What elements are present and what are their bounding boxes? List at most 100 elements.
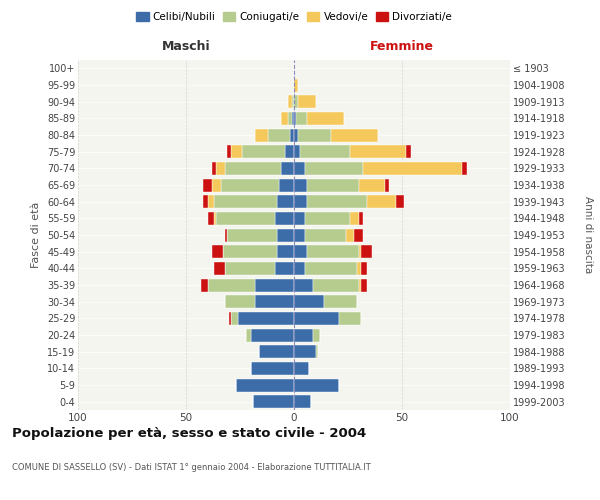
Bar — [225, 228, 227, 241]
Bar — [307, 178, 359, 192]
Bar — [232, 145, 242, 158]
Bar — [307, 245, 359, 258]
Bar — [350, 145, 406, 158]
Bar — [294, 328, 313, 342]
Bar — [255, 295, 294, 308]
Bar — [281, 162, 294, 175]
Bar — [238, 312, 294, 325]
Bar — [232, 312, 238, 325]
Bar — [367, 195, 395, 208]
Bar — [268, 128, 290, 141]
Bar — [201, 278, 208, 291]
Bar — [313, 278, 359, 291]
Legend: Celibi/Nubili, Coniugati/e, Vedovi/e, Divorziati/e: Celibi/Nubili, Coniugati/e, Vedovi/e, Di… — [132, 8, 456, 26]
Bar — [292, 112, 294, 125]
Bar — [225, 162, 281, 175]
Bar — [253, 395, 294, 408]
Bar — [225, 262, 275, 275]
Bar — [212, 245, 223, 258]
Bar — [208, 212, 214, 225]
Bar — [313, 328, 320, 342]
Text: Anni di nascita: Anni di nascita — [583, 196, 593, 274]
Bar — [385, 178, 389, 192]
Bar — [406, 145, 410, 158]
Bar — [259, 345, 294, 358]
Bar — [277, 245, 294, 258]
Text: Femmine: Femmine — [370, 40, 434, 54]
Bar — [346, 228, 355, 241]
Bar — [229, 312, 232, 325]
Bar — [359, 245, 361, 258]
Bar — [214, 262, 225, 275]
Text: COMUNE DI SASSELLO (SV) - Dati ISTAT 1° gennaio 2004 - Elaborazione TUTTITALIA.I: COMUNE DI SASSELLO (SV) - Dati ISTAT 1° … — [12, 463, 371, 472]
Bar — [395, 195, 404, 208]
Bar — [294, 378, 340, 392]
Bar — [212, 162, 216, 175]
Bar — [275, 212, 294, 225]
Bar — [251, 362, 294, 375]
Bar — [236, 378, 294, 392]
Bar — [294, 195, 307, 208]
Bar — [294, 312, 340, 325]
Bar — [287, 112, 292, 125]
Bar — [305, 228, 346, 241]
Bar — [307, 112, 344, 125]
Text: Popolazione per età, sesso e stato civile - 2004: Popolazione per età, sesso e stato civil… — [12, 428, 366, 440]
Bar — [298, 95, 316, 108]
Bar — [216, 212, 275, 225]
Bar — [287, 95, 292, 108]
Bar — [324, 295, 356, 308]
Bar — [214, 212, 216, 225]
Bar — [296, 112, 307, 125]
Bar — [294, 362, 309, 375]
Bar — [359, 212, 363, 225]
Bar — [298, 128, 331, 141]
Bar — [255, 278, 294, 291]
Bar — [301, 145, 350, 158]
Bar — [294, 245, 307, 258]
Bar — [275, 262, 294, 275]
Bar — [294, 162, 305, 175]
Y-axis label: Fasce di età: Fasce di età — [31, 202, 41, 268]
Bar — [277, 195, 294, 208]
Bar — [307, 195, 367, 208]
Bar — [359, 178, 385, 192]
Bar — [286, 145, 294, 158]
Bar — [340, 312, 361, 325]
Bar — [355, 228, 363, 241]
Bar — [294, 345, 316, 358]
Bar — [294, 112, 296, 125]
Text: Maschi: Maschi — [161, 40, 211, 54]
Bar — [294, 145, 301, 158]
Bar — [203, 195, 208, 208]
Bar — [294, 78, 298, 92]
Bar — [242, 145, 286, 158]
Bar — [361, 262, 367, 275]
Bar — [251, 328, 294, 342]
Bar — [216, 162, 225, 175]
Bar — [212, 178, 221, 192]
Bar — [294, 95, 298, 108]
Bar — [294, 128, 298, 141]
Bar — [294, 262, 305, 275]
Bar — [221, 178, 279, 192]
Bar — [203, 178, 212, 192]
Bar — [350, 212, 359, 225]
Bar — [294, 395, 311, 408]
Bar — [281, 112, 287, 125]
Bar — [316, 345, 318, 358]
Bar — [356, 262, 361, 275]
Bar — [463, 162, 467, 175]
Bar — [223, 245, 277, 258]
Bar — [361, 245, 372, 258]
Bar — [247, 328, 251, 342]
Bar — [305, 162, 363, 175]
Bar — [290, 128, 294, 141]
Bar — [292, 95, 294, 108]
Bar — [359, 278, 361, 291]
Bar — [294, 278, 313, 291]
Bar — [361, 278, 367, 291]
Bar — [208, 195, 214, 208]
Bar — [277, 228, 294, 241]
Bar — [363, 162, 463, 175]
